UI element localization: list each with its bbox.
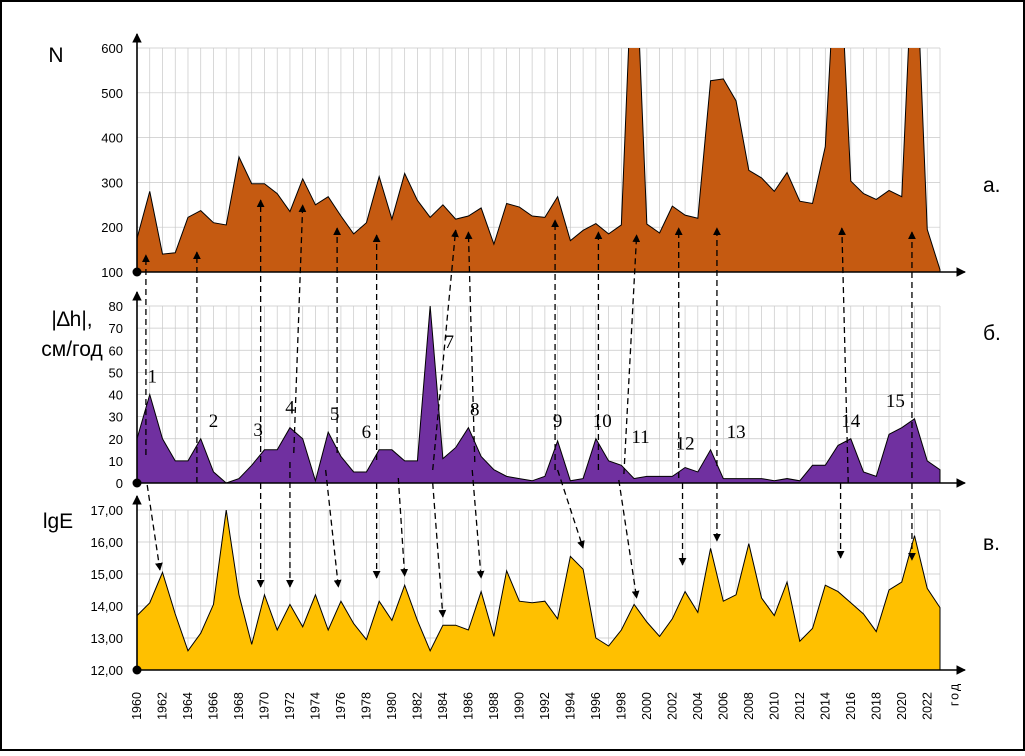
event-number-label: 3: [253, 420, 263, 441]
y-tick-label: 300: [101, 175, 123, 190]
event-number-label: 8: [470, 400, 480, 421]
x-tick-label: 1962: [155, 692, 169, 720]
y-tick-label: 15,00: [90, 567, 123, 582]
connector-arrow: [432, 229, 459, 471]
y-axis-label: N: [48, 44, 63, 67]
x-tick-label: 2002: [665, 692, 679, 720]
y-tick-label: 17,00: [90, 503, 123, 518]
panel-3: 12,00 13,00 14,00 15,00 16,00 17,00 lgE в.: [43, 495, 1000, 678]
y-tick-label: 600: [101, 41, 123, 56]
x-tick-label: 2008: [742, 692, 756, 720]
event-number-label: 1: [148, 367, 158, 388]
x-tick-label: 1976: [334, 692, 348, 720]
x-tick-label: 1994: [563, 692, 577, 720]
event-number-label: 11: [631, 427, 649, 448]
axis-origin-dot: [132, 665, 142, 675]
y-tick-label: 30: [109, 410, 123, 425]
event-number-label: 2: [209, 411, 219, 432]
y-tick-label: 60: [109, 343, 123, 358]
panel-label: б.: [983, 322, 1001, 345]
connector-arrow: [464, 231, 476, 463]
y-tick-label: 20: [109, 432, 123, 447]
x-tick-label: 1998: [614, 692, 628, 720]
y-tick-label: 10: [109, 454, 123, 469]
y-tick-label: 200: [101, 220, 123, 235]
x-tick-label: 1984: [436, 692, 450, 720]
x-tick-label: 2000: [640, 692, 654, 720]
x-tick-label: 1968: [232, 692, 246, 720]
y-tick-label: 16,00: [90, 535, 123, 550]
connector-arrow: [146, 484, 163, 571]
series-area: [137, 510, 941, 670]
event-number-label: 5: [330, 404, 340, 425]
x-tick-label: 2014: [818, 692, 832, 720]
x-tick-label: 2016: [844, 692, 858, 720]
event-number-label: 12: [676, 434, 695, 455]
y-tick-label: 500: [101, 86, 123, 101]
y-tick-label: 0: [116, 476, 123, 491]
series-area: [137, 48, 941, 272]
x-tick-label: 1990: [512, 692, 526, 720]
connector-arrow: [471, 469, 485, 579]
x-tick-label: 2018: [869, 692, 883, 720]
x-tick-label: 1988: [487, 692, 501, 720]
y-tick-label: 80: [109, 299, 123, 314]
event-number-label: 7: [445, 332, 455, 353]
event-number-label: 10: [593, 411, 612, 432]
x-tick-label: 2010: [767, 692, 781, 720]
y-tick-label: 13,00: [90, 631, 123, 646]
y-tick-label: 70: [109, 321, 123, 336]
x-tick-label: 1974: [308, 692, 322, 720]
x-tick-label: 1966: [206, 692, 220, 720]
y-axis-label: lgE: [43, 510, 73, 533]
x-tick-label: 1960: [130, 692, 144, 720]
x-tick-label: 1986: [461, 692, 475, 720]
x-tick-label: 1996: [589, 692, 603, 720]
y-tick-label: 40: [109, 388, 123, 403]
y-tick-label: 14,00: [90, 599, 123, 614]
x-tick-label: 1978: [359, 692, 373, 720]
panel-1: 100 200 300 400 500 600 Nа.: [48, 33, 1001, 280]
x-tick-label: 1970: [257, 692, 271, 720]
series-area: [137, 306, 941, 483]
axis-origin-dot: [132, 267, 142, 277]
event-number-label: 15: [886, 391, 905, 412]
y-axis-label: см/год: [41, 338, 102, 361]
connector-arrow: [838, 227, 849, 484]
y-tick-label: 12,00: [90, 663, 123, 678]
y-tick-label: 50: [109, 365, 123, 380]
connector-arrow: [293, 204, 307, 454]
x-tick-label: 2020: [895, 692, 909, 720]
event-number-label: 13: [727, 422, 746, 443]
x-tick-label: 2022: [920, 692, 934, 720]
event-number-label: 14: [841, 411, 861, 432]
event-number-label: 4: [285, 398, 295, 419]
x-tick-label: 2006: [716, 692, 730, 720]
x-tick-label: 1972: [283, 692, 297, 720]
connector-arrow: [557, 469, 585, 549]
x-tick-label: 1964: [181, 692, 195, 720]
x-tick-label: 1982: [410, 692, 424, 720]
x-tick-label: 1980: [385, 692, 399, 720]
x-axis-unit-label: год: [948, 682, 962, 706]
y-tick-label: 400: [101, 131, 123, 146]
x-tick-label: 1992: [538, 692, 552, 720]
x-tick-label: 2004: [691, 692, 705, 720]
panel-label: в.: [983, 532, 1000, 555]
axis-origin-dot: [132, 478, 142, 488]
y-tick-label: 100: [101, 265, 123, 280]
y-axis-label: |∆h|,: [51, 308, 92, 331]
event-number-label: 6: [362, 422, 372, 443]
event-number-label: 9: [553, 411, 563, 432]
x-tick-label: 2012: [793, 692, 807, 720]
panel-label: а.: [983, 174, 1001, 197]
connector-arrow: [397, 477, 409, 577]
connector-arrow: [432, 482, 447, 618]
